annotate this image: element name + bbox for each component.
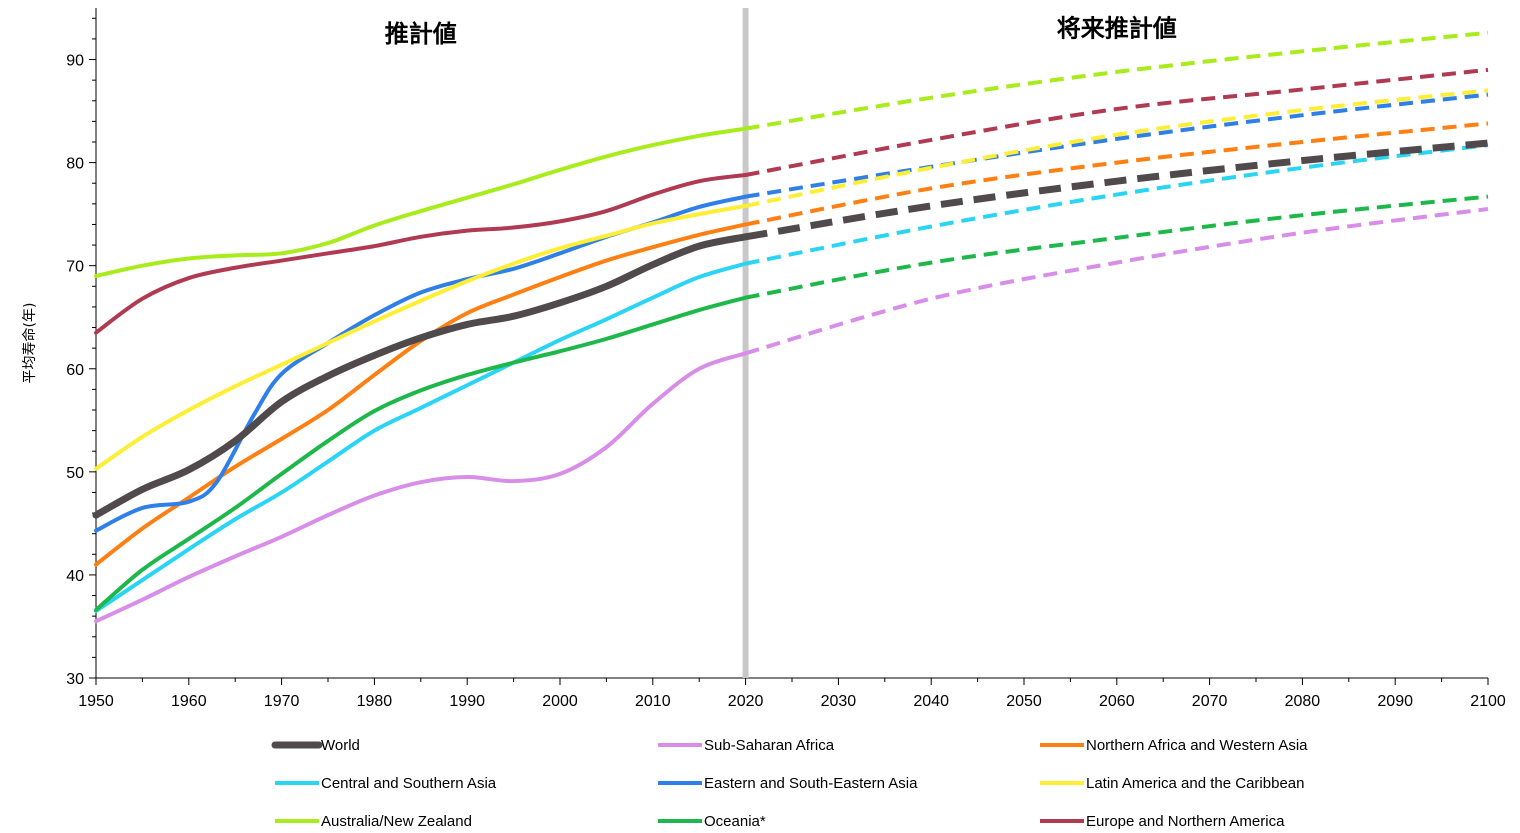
series-estimate-sub-saharan-africa xyxy=(94,351,748,624)
x-tick-label: 2010 xyxy=(635,693,671,710)
series-layer xyxy=(92,30,1489,624)
series-projection-world xyxy=(745,139,1489,241)
series-estimate-oceania xyxy=(94,295,748,612)
y-tick-label: 90 xyxy=(66,53,84,70)
series-estimate-australia-new-zealand xyxy=(94,126,748,278)
projection-region-label: 将来推計値 xyxy=(1057,15,1177,43)
y-tick-label: 60 xyxy=(66,362,84,379)
x-tick-label: 1990 xyxy=(449,693,485,710)
divider-layer xyxy=(742,8,749,678)
y-axis-label: 平均寿命(年) xyxy=(21,303,38,384)
x-tick-label: 1970 xyxy=(264,693,300,710)
series-projection-central-and-southern-asia xyxy=(745,143,1489,266)
legend-label-oceania: Oceania* xyxy=(704,813,766,830)
y-tick-label: 80 xyxy=(66,156,84,173)
x-tick-label: 2050 xyxy=(1006,693,1042,710)
series-projection-australia-new-zealand xyxy=(745,30,1489,131)
legend-label-australia-new-zealand: Australia/New Zealand xyxy=(321,813,472,830)
y-tick-label: 50 xyxy=(66,465,84,482)
chart-axes: 30 40 50 60 70 80 90 1950 1960 1970 1980 1990 2000 20… xyxy=(66,8,1506,710)
legend-label-eastern-and-south-eastern-asia: Eastern and South-Eastern Asia xyxy=(704,775,918,792)
series-projection-northern-africa-and-western-asia xyxy=(745,121,1489,227)
y-tick-label: 70 xyxy=(66,259,84,276)
x-tick-label: 2060 xyxy=(1099,693,1135,710)
series-projection-eastern-and-south-eastern-asia xyxy=(745,92,1489,199)
y-tick-label: 40 xyxy=(66,568,84,585)
annotation-layer: 推計値 将来推計値 xyxy=(385,15,1177,48)
x-tick-label: 2070 xyxy=(1192,693,1228,710)
series-estimate-world xyxy=(92,233,750,519)
legend-label-northern-africa-and-western-asia: Northern Africa and Western Asia xyxy=(1086,737,1308,754)
legend-label-europe-and-northern-america: Europe and Northern America xyxy=(1086,813,1285,830)
legend-label-central-and-southern-asia: Central and Southern Asia xyxy=(321,775,497,792)
x-tick-label: 1950 xyxy=(78,693,114,710)
estimate-projection-divider xyxy=(742,8,749,678)
series-projection-oceania xyxy=(745,194,1489,300)
x-tick-label: 1960 xyxy=(171,693,207,710)
legend-label-world: World xyxy=(321,737,360,754)
legend-label-sub-saharan-africa: Sub-Saharan Africa xyxy=(704,737,835,754)
legend-label-latin-america-and-the-caribbean: Latin America and the Caribbean xyxy=(1086,775,1304,792)
series-estimate-central-and-southern-asia xyxy=(94,261,748,613)
series-estimate-latin-america-and-the-caribbean xyxy=(94,203,748,471)
x-tick-label: 2040 xyxy=(913,693,949,710)
estimate-region-label: 推計値 xyxy=(385,20,457,48)
series-projection-latin-america-and-the-caribbean xyxy=(745,88,1489,208)
series-projection-europe-and-northern-america xyxy=(745,67,1489,177)
x-tick-label: 2000 xyxy=(542,693,578,710)
legend: World Sub-Saharan Africa Northern Africa a… xyxy=(271,737,1308,830)
x-tick-label: 2030 xyxy=(821,693,857,710)
x-tick-label: 2090 xyxy=(1377,693,1413,710)
series-estimate-europe-and-northern-america xyxy=(94,172,748,335)
x-tick-label: 2080 xyxy=(1285,693,1321,710)
x-tick-label: 1980 xyxy=(357,693,393,710)
x-tick-label: 2100 xyxy=(1470,693,1506,710)
x-tick-label: 2020 xyxy=(728,693,764,710)
series-projection-sub-saharan-africa xyxy=(745,207,1489,356)
y-tick-label: 30 xyxy=(66,671,84,688)
